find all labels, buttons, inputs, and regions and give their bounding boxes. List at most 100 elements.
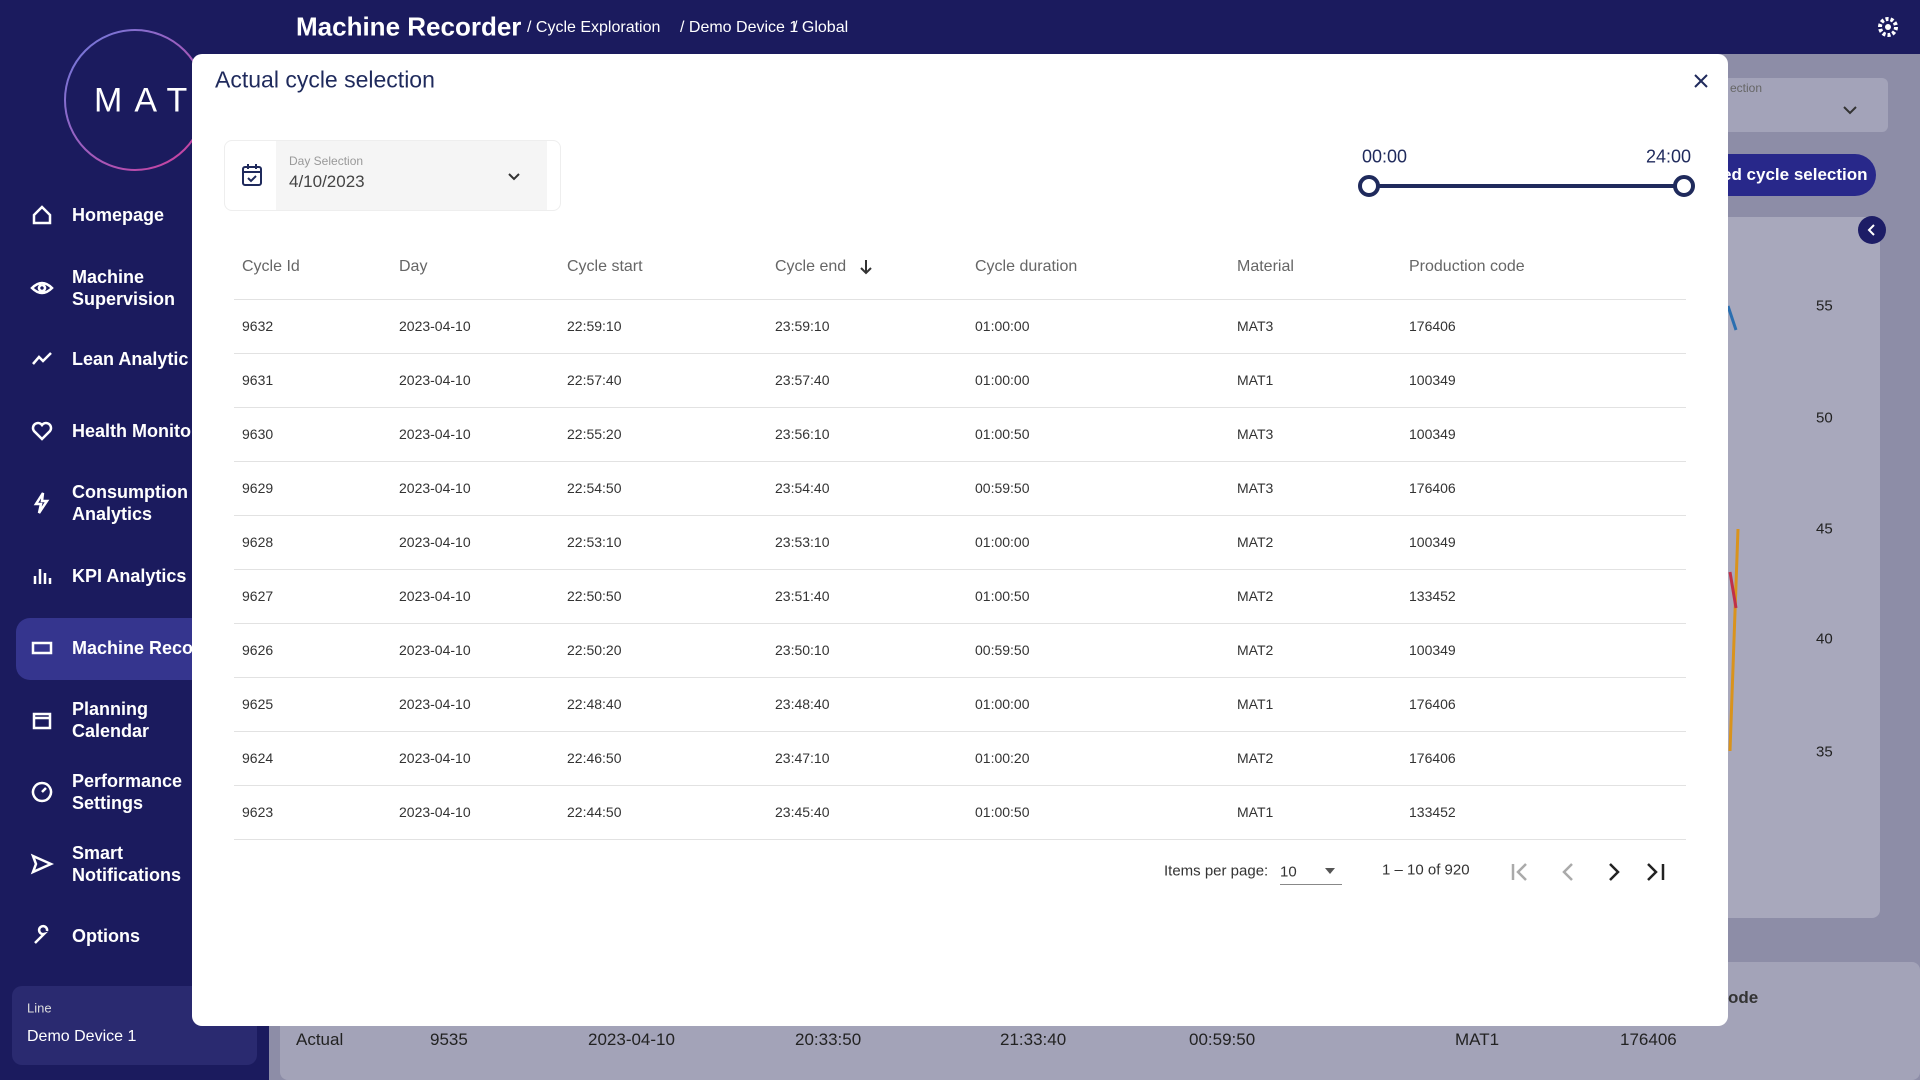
cell: 9626 — [242, 642, 274, 658]
page-size[interactable]: 10 — [1280, 863, 1297, 881]
bg-cell: 176406 — [1620, 1030, 1677, 1049]
column-header[interactable]: Cycle Id — [242, 258, 300, 275]
breadcrumb: / Demo Device 1 — [680, 19, 799, 36]
select-label: ection — [1730, 81, 1763, 95]
axis-label: 45 — [1816, 520, 1833, 538]
nav-item[interactable]: Planning Calendar — [72, 699, 150, 741]
axis-label: 55 — [1816, 297, 1833, 315]
nav-item[interactable]: Smart Notifications — [72, 843, 182, 885]
row-divider — [234, 623, 1686, 624]
nav-item[interactable]: Homepage — [72, 205, 165, 225]
cell: 00:59:50 — [975, 642, 1030, 658]
cell: 176406 — [1409, 750, 1456, 766]
collapse-button[interactable] — [1858, 216, 1886, 244]
cell: 01:00:50 — [975, 588, 1030, 604]
nav-item[interactable]: Machine Supervision — [72, 267, 176, 309]
cell: 01:00:50 — [975, 426, 1030, 442]
cell: MAT2 — [1237, 642, 1274, 658]
close-button[interactable] — [1691, 71, 1711, 91]
cell: MAT1 — [1237, 804, 1274, 820]
bg-cell: 9535 — [430, 1030, 468, 1049]
breadcrumb: / Cycle Exploration — [527, 19, 661, 36]
cell: 23:56:10 — [775, 426, 830, 442]
cell: 9632 — [242, 318, 274, 334]
column-header[interactable]: Cycle start — [567, 258, 643, 275]
bg-cell: 2023-04-10 — [588, 1030, 675, 1049]
column-header[interactable]: Production code — [1409, 258, 1525, 275]
slider-end: 24:00 — [1645, 146, 1691, 167]
bg-cell: 00:59:50 — [1189, 1030, 1256, 1049]
modal: Actual cycle selection Day Selection 4/1… — [192, 54, 1728, 1026]
cell: 23:59:10 — [775, 318, 830, 334]
row-divider — [234, 461, 1686, 462]
day-label: Day Selection — [289, 154, 364, 168]
row-divider — [234, 407, 1686, 408]
cell: 9623 — [242, 804, 274, 820]
cell: 2023-04-10 — [399, 534, 471, 550]
cell: 00:59:50 — [975, 480, 1030, 496]
cell: 22:57:40 — [567, 372, 622, 388]
nav-item[interactable]: KPI Analytics — [72, 566, 187, 586]
nav-icon — [30, 281, 54, 295]
cell: 9628 — [242, 534, 274, 550]
cell: 22:44:50 — [567, 804, 622, 820]
cell: MAT2 — [1237, 588, 1274, 604]
nav-item[interactable]: Options — [72, 926, 140, 946]
nav-icon — [33, 492, 50, 514]
page-size-underline — [1280, 884, 1342, 885]
chart-lines — [1726, 305, 1740, 752]
nav-item[interactable]: Consumption Analytics — [72, 482, 188, 524]
nav-icon — [34, 924, 49, 944]
column-header[interactable]: Material — [1237, 258, 1294, 275]
cell: 2023-04-10 — [399, 318, 471, 334]
cell: 01:00:20 — [975, 750, 1030, 766]
column-header[interactable]: Cycle duration — [975, 258, 1078, 275]
cell: 2023-04-10 — [399, 750, 471, 766]
row-divider — [234, 785, 1686, 786]
row-divider — [234, 569, 1686, 570]
cycle-button[interactable] — [1700, 154, 1876, 196]
cell: 133452 — [1409, 588, 1456, 604]
sort-arrow — [860, 260, 872, 275]
cell: MAT1 — [1237, 696, 1274, 712]
cell: 23:53:10 — [775, 534, 830, 550]
nav-icon — [33, 569, 52, 584]
nav-icon — [31, 421, 53, 441]
cell: 22:59:10 — [567, 318, 622, 334]
cell: MAT3 — [1237, 426, 1274, 442]
select-chevron — [1843, 106, 1857, 115]
cell: MAT3 — [1237, 480, 1274, 496]
time-slider[interactable] — [1356, 172, 1698, 200]
nav-icon — [31, 781, 53, 803]
nav-item[interactable]: Performance Settings — [72, 771, 183, 813]
cell: 100349 — [1409, 534, 1456, 550]
nav-item[interactable]: Lean Analytic — [72, 349, 189, 369]
row-divider — [234, 299, 1686, 300]
settings-icon[interactable] — [1876, 15, 1900, 39]
chart-card — [1720, 217, 1880, 918]
cell: 22:50:50 — [567, 588, 622, 604]
cell: 22:54:50 — [567, 480, 622, 496]
cell: 01:00:00 — [975, 696, 1030, 712]
cell: 9630 — [242, 426, 274, 442]
cell: 100349 — [1409, 372, 1456, 388]
axis-label: 35 — [1816, 743, 1833, 761]
page-buttons[interactable] — [1508, 859, 1668, 885]
nav-item[interactable]: Health Monito — [72, 421, 191, 441]
line-value: Demo Device 1 — [27, 1028, 137, 1045]
select-box — [1720, 78, 1888, 132]
cell: 23:54:40 — [775, 480, 830, 496]
cell: MAT2 — [1237, 750, 1274, 766]
cell: 2023-04-10 — [399, 426, 471, 442]
column-header[interactable]: Day — [399, 258, 428, 275]
cell: 2023-04-10 — [399, 372, 471, 388]
column-header[interactable]: Cycle end — [775, 258, 847, 275]
cell: 23:50:10 — [775, 642, 830, 658]
nav-icon — [30, 853, 54, 875]
nav-item[interactable]: Machine Reco — [72, 638, 194, 658]
day-select[interactable] — [276, 141, 547, 210]
cell: 2023-04-10 — [399, 696, 471, 712]
day-chevron — [508, 173, 520, 181]
cell: 23:45:40 — [775, 804, 830, 820]
cell: 22:48:40 — [567, 696, 622, 712]
